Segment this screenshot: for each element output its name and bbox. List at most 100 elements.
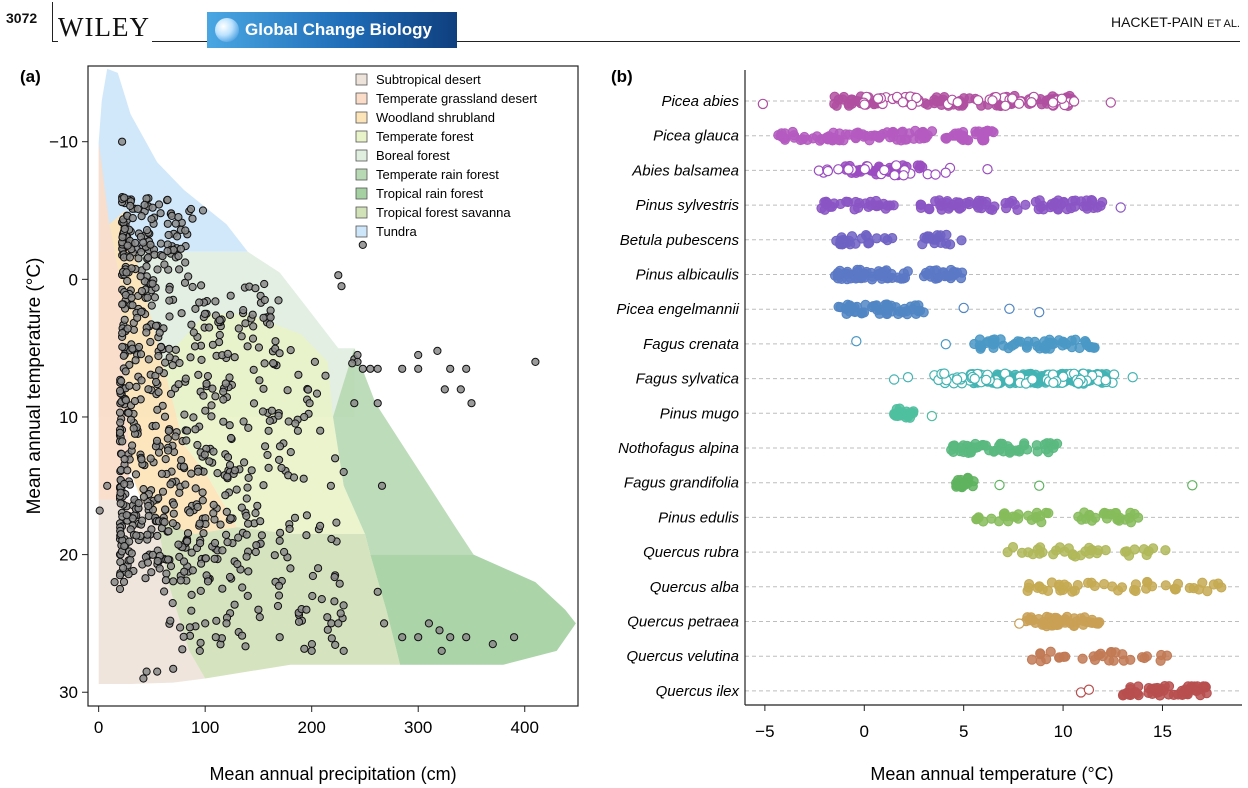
species-point xyxy=(974,513,983,522)
species-label: Quercus petraea xyxy=(627,614,739,631)
site-point xyxy=(169,362,176,369)
site-point xyxy=(186,624,193,631)
species-point xyxy=(1105,656,1114,665)
site-point xyxy=(441,386,448,393)
x-tick-label: 10 xyxy=(1054,722,1073,741)
site-point xyxy=(351,400,358,407)
site-point xyxy=(233,486,240,493)
site-point xyxy=(142,575,149,582)
site-point xyxy=(182,481,189,488)
species-point xyxy=(1013,205,1022,214)
site-point xyxy=(354,351,361,358)
site-point xyxy=(188,591,195,598)
y-tick-label: 10 xyxy=(59,408,78,427)
species-point-open xyxy=(880,166,889,175)
species-point-outlier xyxy=(941,340,950,349)
site-point xyxy=(243,512,250,519)
site-point xyxy=(177,577,184,584)
site-point xyxy=(138,308,145,315)
species-point xyxy=(1055,653,1064,662)
species-point-open xyxy=(844,165,853,174)
species-point-outlier xyxy=(983,165,992,174)
site-point xyxy=(156,565,163,572)
site-point xyxy=(227,292,234,299)
species-label: Fagus grandifolia xyxy=(624,475,739,492)
site-point xyxy=(179,646,186,653)
species-point xyxy=(1139,545,1148,554)
species-point-open xyxy=(899,171,908,180)
legend-swatch xyxy=(356,207,367,218)
species-point xyxy=(938,199,947,208)
species-point xyxy=(1100,508,1109,517)
species-point xyxy=(913,161,922,170)
site-point xyxy=(116,429,123,436)
site-point xyxy=(189,283,196,290)
site-point xyxy=(249,311,256,318)
site-point xyxy=(154,266,161,273)
site-point xyxy=(276,350,283,357)
species-point xyxy=(874,201,883,210)
site-point xyxy=(133,383,140,390)
site-point xyxy=(264,451,271,458)
site-point xyxy=(181,568,188,575)
species-point xyxy=(1171,585,1180,594)
site-point xyxy=(129,215,136,222)
y-tick-label: 20 xyxy=(59,546,78,565)
species-point xyxy=(1038,585,1047,594)
species-point xyxy=(1150,686,1159,695)
species-point xyxy=(1066,619,1075,628)
site-point xyxy=(223,620,230,627)
site-point xyxy=(200,392,207,399)
site-point xyxy=(332,641,339,648)
site-point xyxy=(240,418,247,425)
species-point xyxy=(900,273,909,282)
site-point xyxy=(181,411,188,418)
site-point xyxy=(415,351,422,358)
site-point xyxy=(256,614,263,621)
species-point xyxy=(1217,583,1226,592)
site-point xyxy=(322,372,329,379)
legend-label: Temperate grassland desert xyxy=(376,91,538,106)
species-point xyxy=(960,480,969,489)
site-point xyxy=(315,565,322,572)
site-point xyxy=(161,413,168,420)
panel-b-x-label: Mean annual temperature (°C) xyxy=(870,764,1113,784)
panel-b: (b) Picea abiesPicea glaucaAbies balsame… xyxy=(611,67,1242,784)
site-point xyxy=(226,311,233,318)
site-point xyxy=(132,239,139,246)
site-point xyxy=(340,468,347,475)
site-point xyxy=(119,301,126,308)
legend-swatch xyxy=(356,112,367,123)
species-point-outlier xyxy=(927,412,936,421)
species-point-outlier xyxy=(1128,373,1137,382)
species-point xyxy=(1024,511,1033,520)
site-point xyxy=(206,324,213,331)
species-point xyxy=(1117,583,1126,592)
site-point xyxy=(143,668,150,675)
site-point xyxy=(245,424,252,431)
species-point-open xyxy=(970,374,979,383)
species-point-open xyxy=(860,100,869,109)
species-label: Fagus sylvatica xyxy=(636,371,739,388)
site-point xyxy=(327,482,334,489)
species-point-open xyxy=(1070,97,1079,106)
site-point xyxy=(122,368,129,375)
site-point xyxy=(157,344,164,351)
y-tick-label: 0 xyxy=(69,270,78,289)
site-point xyxy=(359,365,366,372)
species-point xyxy=(1148,582,1157,591)
site-point xyxy=(158,470,165,477)
site-point xyxy=(188,607,195,614)
species-point xyxy=(1063,205,1072,214)
species-point xyxy=(1014,510,1023,519)
site-point xyxy=(204,578,211,585)
site-point xyxy=(170,510,177,517)
species-point xyxy=(1034,205,1043,214)
species-point xyxy=(966,446,975,455)
species-point xyxy=(851,307,860,316)
site-point xyxy=(188,470,195,477)
site-point xyxy=(172,433,179,440)
species-point xyxy=(1134,513,1143,522)
site-point xyxy=(191,343,198,350)
species-point-open xyxy=(974,96,983,105)
